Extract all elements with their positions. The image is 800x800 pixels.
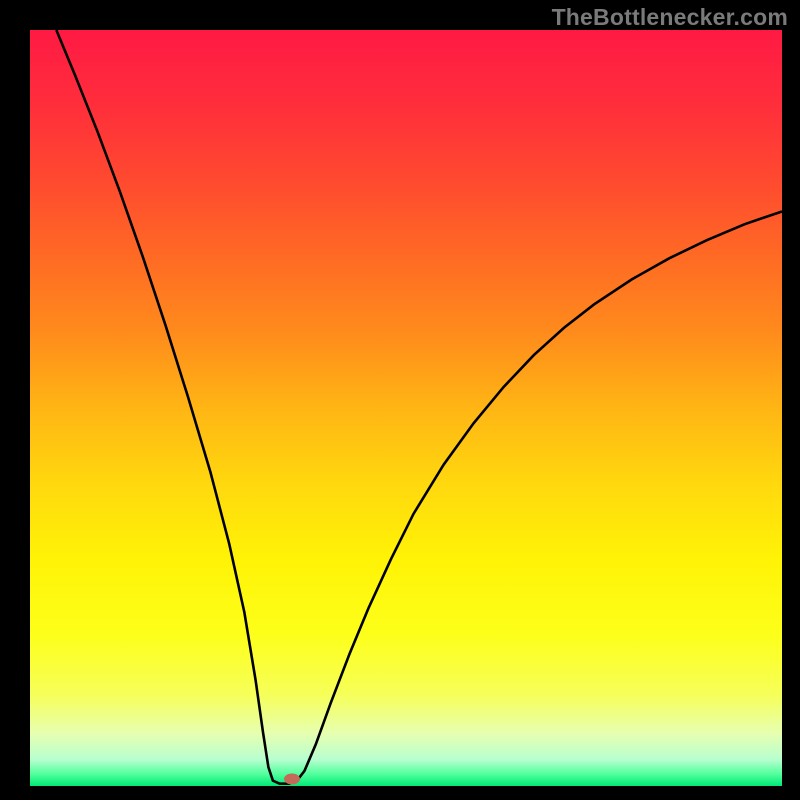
optimal-point-marker	[284, 774, 300, 785]
plot-svg	[30, 30, 782, 786]
plot-area	[30, 30, 782, 786]
watermark-text: TheBottlenecker.com	[552, 4, 788, 31]
plot-background	[30, 30, 782, 786]
chart-frame: TheBottlenecker.com	[0, 0, 800, 800]
